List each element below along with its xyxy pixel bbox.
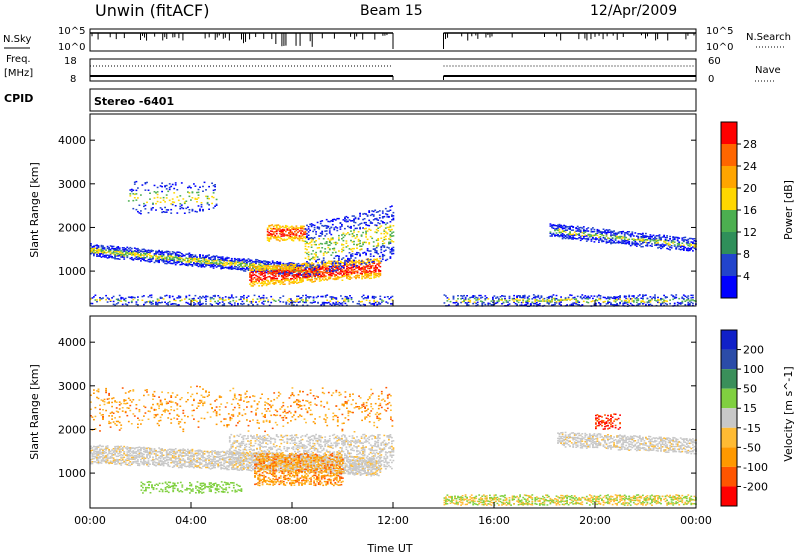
colorbar-swatch xyxy=(721,466,737,487)
colorbar-swatch xyxy=(721,122,737,144)
x-tick-label: 00:00 xyxy=(680,514,712,527)
colorbar-tick-label: 100 xyxy=(743,363,764,376)
x-tick-label: 16:00 xyxy=(478,514,510,527)
colorbar-tick-label: -100 xyxy=(743,461,768,474)
colorbar-tick-label: 20 xyxy=(743,182,757,195)
colorbar-swatch xyxy=(721,232,737,254)
colorbar-swatch xyxy=(721,166,737,188)
x-tick-label: 08:00 xyxy=(276,514,308,527)
y-tick-label: 1000 xyxy=(58,467,86,480)
y-tick-label: 4000 xyxy=(58,336,86,349)
colorbar-swatch xyxy=(721,349,737,370)
freq-label-1: Freq. xyxy=(6,54,31,65)
y-tick-label: 4000 xyxy=(58,134,86,147)
colorbar-tick-label: 16 xyxy=(743,204,757,217)
freq-label-2: [MHz] xyxy=(4,68,33,79)
colorbar-tick-label: 15 xyxy=(743,402,757,415)
power-ylabel: Slant Range [km] xyxy=(28,162,41,258)
nsky-label: N.Sky xyxy=(3,34,31,45)
nsky-right-tick-top: 10^5 xyxy=(706,26,733,37)
colorbar-tick-label: 24 xyxy=(743,160,757,173)
nave-label: Nave xyxy=(755,65,781,76)
cpid-label: CPID xyxy=(4,92,33,105)
colorbar-swatch xyxy=(721,447,737,467)
y-tick-label: 3000 xyxy=(58,380,86,393)
colorbar-swatch xyxy=(721,210,737,232)
nave-right-tick-top: 60 xyxy=(708,56,721,67)
power-colorbar-label: Power [dB] xyxy=(782,180,795,240)
nsearch-label: N.Search xyxy=(746,32,791,43)
colorbar-tick-label: 4 xyxy=(743,270,750,283)
colorbar-swatch xyxy=(721,276,737,298)
date-title: 12/Apr/2009 xyxy=(590,3,678,19)
y-tick-label: 2000 xyxy=(58,221,86,234)
colorbar-tick-label: 8 xyxy=(743,248,750,261)
velocity-ylabel: Slant Range [km] xyxy=(28,364,41,460)
station-title: Unwin (fitACF) xyxy=(95,1,210,20)
colorbar-swatch xyxy=(721,254,737,276)
colorbar-swatch xyxy=(721,188,737,210)
velocity-colorbar: -200 -100 -50 -15 15 50 100 200 Velocity [m s^-… xyxy=(720,329,795,507)
colorbar-swatch xyxy=(721,427,737,448)
nsky-tick-bottom: 10^0 xyxy=(58,42,85,53)
colorbar-tick-label: -50 xyxy=(743,441,761,454)
y-tick-label: 1000 xyxy=(58,265,86,278)
y-tick-label: 2000 xyxy=(58,423,86,436)
colorbar-swatch xyxy=(721,486,737,506)
colorbar-swatch xyxy=(721,388,737,409)
colorbar-swatch xyxy=(721,144,737,166)
nave-right-tick-bottom: 0 xyxy=(708,74,714,85)
nsky-tick-top: 10^5 xyxy=(58,26,85,37)
beam-title: Beam 15 xyxy=(360,3,423,19)
colorbar-swatch xyxy=(721,330,737,350)
velocity-colorbar-label: Velocity [m s^-1] xyxy=(782,366,795,461)
cpid-value: Stereo -6401 xyxy=(94,95,174,108)
colorbar-tick-label: -200 xyxy=(743,480,768,493)
colorbar-tick-label: 50 xyxy=(743,383,757,396)
y-tick-label: 3000 xyxy=(58,178,86,191)
colorbar-tick-label: 28 xyxy=(743,138,757,151)
colorbar-swatch xyxy=(721,369,737,389)
colorbar-tick-label: 200 xyxy=(743,344,764,357)
nsky-panel xyxy=(89,28,697,52)
power-colorbar: 4 8 12 16 20 24 28 Power [dB] xyxy=(720,121,795,299)
nsky-right-tick-bottom: 10^0 xyxy=(706,42,733,53)
x-tick-label: 12:00 xyxy=(377,514,409,527)
x-tick-label: 20:00 xyxy=(579,514,611,527)
freq-tick-top: 18 xyxy=(64,56,77,67)
power-panel: 1000 2000 3000 4000 Slant Range [km] xyxy=(28,113,697,307)
freq-panel xyxy=(89,58,697,82)
colorbar-swatch xyxy=(721,408,737,428)
x-tick-label: 00:00 xyxy=(74,514,106,527)
freq-tick-bottom: 8 xyxy=(70,74,76,85)
cpid-panel: Stereo -6401 xyxy=(89,88,697,112)
colorbar-tick-label: 12 xyxy=(743,226,757,239)
colorbar-tick-label: -15 xyxy=(743,422,761,435)
x-tick-label: 04:00 xyxy=(175,514,207,527)
velocity-xlabel: Time UT xyxy=(366,542,412,554)
velocity-panel: 1000 2000 3000 4000 00:00 04:00 08:00 12:00 16:… xyxy=(28,300,712,554)
